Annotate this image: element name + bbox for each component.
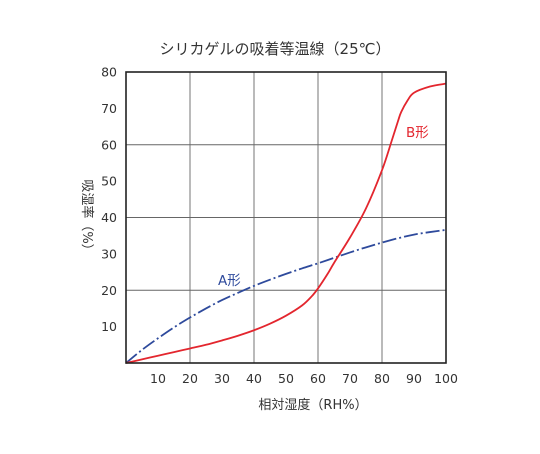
grid-lines — [126, 72, 446, 363]
x-tick-label-90: 90 — [406, 371, 422, 386]
x-tick-label-70: 70 — [342, 371, 358, 386]
x-tick-label-10: 10 — [150, 371, 166, 386]
y-axis-label-group: 吸湿率（%） — [79, 179, 95, 256]
x-tick-label-30: 30 — [214, 371, 230, 386]
y-tick-label-10: 10 — [101, 319, 117, 334]
x-tick-label-100: 100 — [434, 371, 458, 386]
series-label-b: B形 — [406, 125, 429, 141]
y-tick-label-20: 20 — [101, 283, 117, 298]
series-labels: A形 B形 — [218, 125, 429, 289]
series-label-a: A形 — [218, 273, 241, 289]
y-tick-label-80: 80 — [101, 65, 117, 80]
y-axis-label: 吸湿率（%） — [79, 179, 95, 256]
x-axis-label: 相対湿度（RH%） — [258, 397, 367, 413]
y-tick-label-30: 30 — [101, 246, 117, 261]
x-tick-label-40: 40 — [246, 371, 262, 386]
x-tick-label-50: 50 — [278, 371, 294, 386]
series-lines — [125, 82, 447, 364]
plot-frame — [125, 71, 447, 364]
y-tick-label-50: 50 — [101, 174, 117, 189]
x-tick-label-60: 60 — [310, 371, 326, 386]
series-line-b — [125, 82, 447, 364]
y-tick-label-70: 70 — [101, 101, 117, 116]
chart-title: シリカゲルの吸着等温線（25℃） — [160, 40, 391, 58]
x-tick-label-80: 80 — [374, 371, 390, 386]
y-tick-label-60: 60 — [101, 137, 117, 152]
series-line-a — [125, 228, 447, 364]
y-tick-label-40: 40 — [101, 210, 117, 225]
y-tick-labels: 10 20 30 40 50 60 70 80 — [101, 65, 117, 335]
x-tick-labels: 10 20 30 40 50 60 70 80 90 100 — [150, 371, 458, 386]
x-tick-label-20: 20 — [182, 371, 198, 386]
